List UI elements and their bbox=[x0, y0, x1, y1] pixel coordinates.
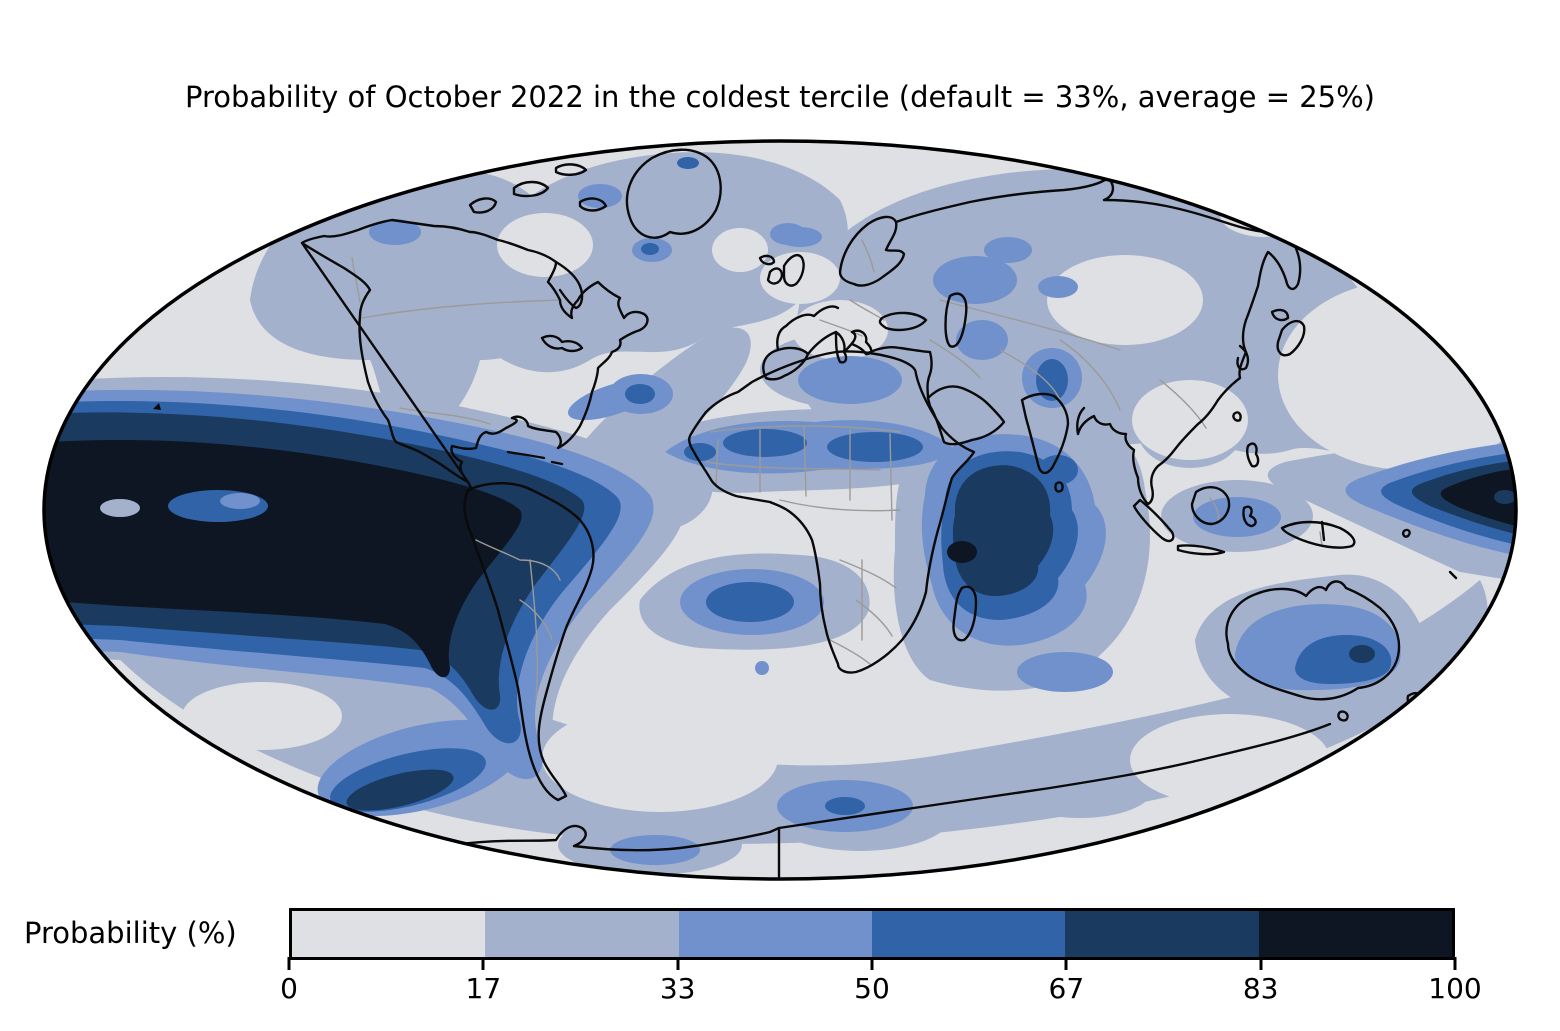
colorbar-ticks bbox=[287, 957, 1457, 971]
colorbar-tick-label: 0 bbox=[280, 972, 298, 1005]
colorbar-segment bbox=[485, 911, 679, 957]
colorbar-tick-label: 83 bbox=[1242, 972, 1279, 1005]
colorbar-tick-label: 33 bbox=[659, 972, 696, 1005]
figure-title: Probability of October 2022 in the colde… bbox=[185, 80, 1375, 114]
colorbar-tick bbox=[1259, 957, 1263, 970]
contour-fills bbox=[44, 148, 1516, 879]
colorbar-tick-label: 17 bbox=[465, 972, 502, 1005]
colorbar-tick-label: 100 bbox=[1428, 972, 1482, 1005]
colorbar-segment bbox=[1065, 911, 1259, 957]
colorbar-tick bbox=[1453, 957, 1457, 970]
coastlines bbox=[153, 148, 1458, 879]
colorbar-segment bbox=[292, 911, 486, 957]
colorbar-segment bbox=[678, 911, 872, 957]
colorbar-tick-labels: 0 17 33 50 67 83 100 bbox=[280, 972, 1482, 1006]
colorbar-segment bbox=[1258, 911, 1452, 957]
colorbar-tick bbox=[481, 957, 485, 970]
colorbar-tick-label: 50 bbox=[854, 972, 890, 1005]
country-borders bbox=[351, 239, 1323, 701]
colorbar-tick bbox=[870, 957, 874, 970]
colorbar-label: Probability (%) bbox=[24, 916, 237, 950]
colorbar-tick bbox=[287, 957, 291, 970]
colorbar bbox=[289, 908, 1455, 960]
map-ellipse-outline bbox=[42, 139, 1518, 881]
colorbar-segment bbox=[871, 911, 1066, 957]
colorbar-tick bbox=[1064, 957, 1068, 970]
colorbar-tick bbox=[676, 957, 680, 970]
colorbar-tick-label: 67 bbox=[1048, 972, 1085, 1005]
